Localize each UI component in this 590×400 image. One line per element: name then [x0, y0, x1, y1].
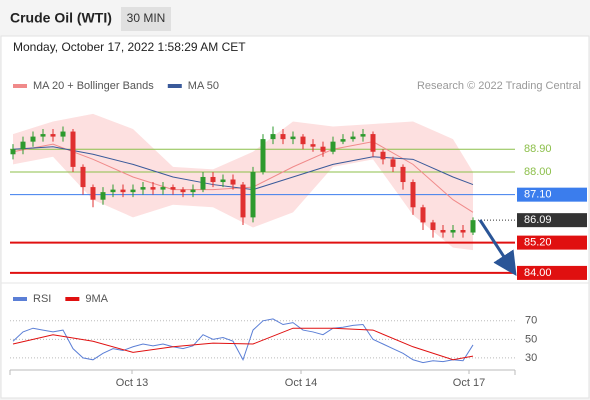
legend-label: MA 50 — [188, 80, 219, 92]
candle-body — [190, 189, 196, 193]
y-tick-label: 30 — [525, 352, 537, 364]
level-label: 88.90 — [524, 143, 552, 155]
candle-body — [50, 134, 56, 137]
candle-body — [160, 187, 166, 190]
candle-body — [130, 189, 136, 193]
candle-body — [400, 166, 406, 183]
candle-body — [300, 136, 306, 145]
candle-body — [460, 229, 466, 233]
candle-body — [70, 131, 76, 167]
x-tick-label: Oct 14 — [285, 377, 317, 389]
level-label: 84.00 — [524, 267, 552, 279]
candle-body — [290, 136, 296, 140]
level-label: 87.10 — [524, 189, 552, 201]
candle-body — [380, 151, 386, 160]
candle-body — [370, 134, 376, 152]
candle-body — [30, 136, 36, 142]
legend-swatch — [13, 297, 27, 301]
interval[interactable]: 30 MIN — [127, 11, 166, 25]
candle-body — [10, 149, 16, 155]
level-label: 85.20 — [524, 237, 552, 249]
candle-body — [350, 136, 356, 140]
level-box — [517, 265, 587, 280]
y-tick-label: 70 — [525, 315, 537, 327]
x-tick-label: Oct 17 — [453, 377, 485, 389]
candle-body — [20, 141, 26, 150]
candle-body — [80, 166, 86, 188]
candle-body — [260, 139, 266, 172]
candle-body — [470, 220, 476, 233]
level-box — [517, 187, 587, 202]
indicator-line — [12, 318, 474, 364]
candle-body — [230, 179, 236, 185]
interval-box — [121, 7, 171, 31]
panel — [0, 35, 590, 399]
candle-body — [120, 189, 126, 193]
candle-body — [110, 189, 116, 193]
legend-swatch — [13, 84, 27, 88]
candle-body — [450, 229, 456, 233]
candle-body — [340, 139, 346, 142]
candle-body — [140, 187, 146, 190]
candle-body — [60, 131, 66, 137]
timestamp: Monday, October 17, 2022 1:58:29 AM CET — [13, 40, 246, 54]
candle-body — [90, 187, 96, 200]
candle-body — [420, 207, 426, 223]
legend-label: 9MA — [85, 293, 108, 305]
indicator-line — [12, 327, 474, 361]
forecast-arrow — [478, 219, 517, 277]
level-label: 86.09 — [524, 214, 552, 226]
legend-swatch — [65, 297, 80, 301]
candle-body — [330, 141, 336, 152]
x-tick-label: Oct 13 — [116, 377, 148, 389]
legend-label: MA 20 + Bollinger Bands — [33, 80, 154, 92]
candle-body — [440, 229, 446, 233]
candle-body — [170, 187, 176, 190]
candle-body — [360, 134, 366, 137]
candle-body — [150, 187, 156, 190]
candle-body — [280, 134, 286, 140]
candle-body — [180, 189, 186, 193]
candle-body — [390, 159, 396, 167]
level-label: 88.00 — [524, 166, 552, 178]
candle-body — [240, 184, 246, 218]
candle-body — [430, 222, 436, 230]
candle-body — [220, 179, 226, 183]
candle-body — [200, 176, 206, 190]
title: Crude Oil (WTI) — [10, 10, 112, 26]
legend-swatch — [167, 84, 182, 88]
candle-body — [250, 171, 256, 218]
candle-body — [100, 192, 106, 200]
candle-body — [310, 144, 316, 147]
candle-body — [270, 134, 276, 140]
y-tick-label: 50 — [525, 333, 537, 345]
candle-body — [320, 146, 326, 152]
legend-label: RSI — [33, 293, 51, 305]
candle-body — [40, 134, 46, 137]
source: Research © 2022 Trading Central — [417, 80, 581, 92]
level-box — [517, 235, 587, 250]
level-box — [517, 213, 587, 228]
candle-body — [410, 182, 416, 208]
candle-body — [210, 176, 216, 183]
